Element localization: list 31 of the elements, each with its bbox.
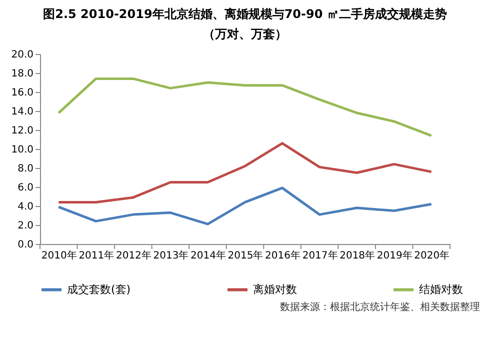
- y-tick-label: 18.0: [11, 68, 34, 80]
- legend-label: 离婚对数: [253, 282, 297, 296]
- y-tick-label: 2.0: [18, 220, 34, 232]
- y-tick-label: 10.0: [11, 144, 34, 156]
- chart-title: 图2.5 2010-2019年北京结婚、离婚规模与70-90 ㎡二手房成交规模走势: [43, 7, 447, 21]
- legend-label: 结婚对数: [419, 282, 463, 296]
- line-series: [57, 186, 433, 226]
- legend-label: 成交套数(套): [67, 282, 131, 296]
- y-tick-label: 16.0: [11, 88, 34, 98]
- line-series: [57, 142, 433, 204]
- y-tick-label: 14.0: [11, 106, 34, 118]
- x-tick-label: 2013年: [153, 250, 189, 262]
- x-tick-label: 2020年: [414, 250, 450, 262]
- x-tick-label: 2015年: [228, 250, 264, 262]
- y-tick-label: 8.0: [18, 164, 34, 174]
- x-tick-label: 2014年: [190, 250, 226, 262]
- line-series: [57, 77, 433, 137]
- y-tick-label: 6.0: [18, 182, 34, 194]
- y-tick-label: 0.0: [18, 240, 34, 250]
- x-tick-label: 2012年: [116, 250, 152, 262]
- chart-subtitle: （万对、万套）: [203, 27, 287, 41]
- source-note: 数据来源：根据北京统计年鉴、相关数据整理: [280, 301, 480, 313]
- x-tick-label: 2016年: [265, 250, 300, 262]
- x-tick-label: 2011年: [78, 250, 114, 262]
- y-tick-label: 12.0: [11, 126, 34, 136]
- x-tick-label: 2017年: [302, 250, 338, 262]
- y-tick-label: 4.0: [18, 202, 34, 212]
- x-tick-label: 2018年: [340, 250, 376, 262]
- x-tick-label: 2010年: [41, 250, 77, 262]
- x-tick-label: 2019年: [376, 250, 412, 262]
- y-tick-label: 20.0: [11, 50, 34, 60]
